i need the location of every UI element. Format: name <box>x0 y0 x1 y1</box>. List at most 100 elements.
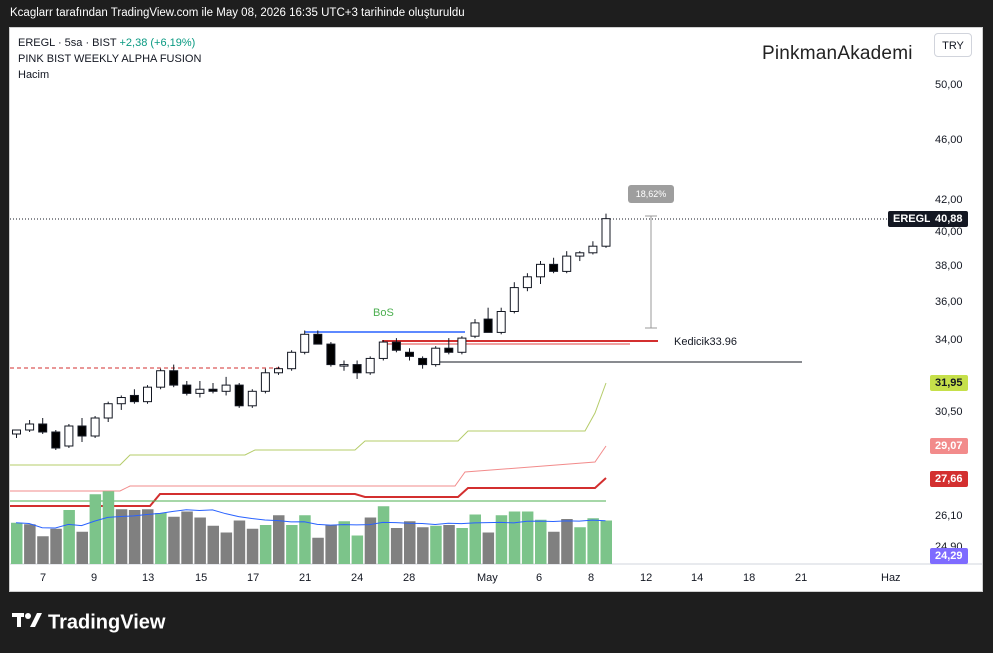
volume-bar <box>246 528 259 564</box>
candle-body <box>12 429 21 435</box>
candle-body <box>444 347 454 353</box>
candle-body <box>51 431 61 449</box>
green-line-tag: 31,95 <box>930 375 968 391</box>
candle-body <box>483 318 493 333</box>
volume-bar <box>338 521 350 564</box>
candle-body <box>234 384 244 407</box>
candle-body <box>156 370 166 388</box>
legend-change: +2,38 (+6,19%) <box>119 37 196 49</box>
time-axis-label: 28 <box>403 572 416 584</box>
volume-bar <box>535 519 547 564</box>
volume-bar <box>299 515 311 564</box>
candle-body <box>64 425 74 447</box>
volume-bar <box>521 511 534 564</box>
volume-bar <box>600 520 612 564</box>
volume-bar <box>404 521 416 564</box>
volume-bar <box>469 514 481 564</box>
candle-body <box>496 311 506 333</box>
pink-indicator-line <box>10 445 607 492</box>
chart-legend: EREGL · 5sa · BIST +2,38 (+6,19%) PINK B… <box>18 35 201 83</box>
volume-bar <box>351 535 364 564</box>
candle-body <box>300 333 310 353</box>
red-indicator-line <box>10 477 607 507</box>
last-price-tag: 40,88 <box>930 211 968 227</box>
volume-bar <box>273 515 285 564</box>
volume-bar <box>89 494 102 564</box>
volume-bar <box>574 527 586 564</box>
price-axis-label: 38,00 <box>935 260 963 272</box>
time-axis-label: 12 <box>640 572 653 584</box>
volume-bar <box>508 511 521 564</box>
candle-body <box>169 370 179 386</box>
legend-symbol[interactable]: EREGL · 5sa · BIST <box>18 37 117 49</box>
candle-body <box>405 351 414 357</box>
candle-body <box>431 347 441 366</box>
candle-body <box>129 394 139 403</box>
candle-body <box>208 388 218 392</box>
time-axis-label: 21 <box>795 572 808 584</box>
candle-body <box>274 368 283 374</box>
measure-label: 18,62% <box>636 189 667 199</box>
legend-volume[interactable]: Hacim <box>18 69 50 81</box>
candle-body <box>509 287 519 313</box>
chart-caption: Kcaglarr tarafından TradingView.com ile … <box>10 7 465 19</box>
volume-bar <box>377 506 390 564</box>
volume-bar <box>194 517 206 564</box>
volume-bar <box>587 518 599 564</box>
time-axis-label: Haz <box>881 572 901 584</box>
time-axis-label: 24 <box>351 572 364 584</box>
candle-body <box>601 218 611 247</box>
candle-body <box>195 388 205 394</box>
candle-body <box>457 337 467 353</box>
candle-body <box>562 255 572 272</box>
candle-body <box>260 372 270 392</box>
volume-bar <box>312 537 324 564</box>
price-axis-label: 40,00 <box>935 226 963 238</box>
symbol-tag: EREGL <box>888 211 936 227</box>
time-axis-label: 8 <box>588 572 595 584</box>
candle-body <box>391 341 401 351</box>
time-axis-label: 17 <box>247 572 260 584</box>
kedicik-label: Kedicik33.96 <box>674 336 737 348</box>
volume-bar <box>417 527 429 564</box>
time-axis-label: 14 <box>691 572 704 584</box>
legend-indicator[interactable]: PINK BIST WEEKLY ALPHA FUSION <box>18 53 202 65</box>
volume-bar <box>456 528 468 564</box>
chart-frame[interactable] <box>9 27 983 592</box>
price-chart[interactable]: BoS Kedicik33.96 18,62% <box>10 28 982 590</box>
candle-body <box>365 357 375 374</box>
price-axis-label: 36,00 <box>935 296 963 308</box>
candle-body <box>536 263 545 278</box>
volume-bar <box>11 522 23 564</box>
time-axis-label: 13 <box>142 572 155 584</box>
volume-bar <box>548 531 560 564</box>
volume-bar <box>155 513 167 564</box>
volume-bar <box>142 509 154 564</box>
volume-bar <box>76 531 88 564</box>
price-axis-label: 26,10 <box>935 510 963 522</box>
candle-body <box>352 364 362 374</box>
volume-bar <box>495 515 508 564</box>
red-line-tag: 27,66 <box>930 471 968 487</box>
candle-body <box>418 357 428 366</box>
time-axis-label: 21 <box>299 572 312 584</box>
pink-line-tag: 29,07 <box>930 438 968 454</box>
volume-bar <box>482 532 495 564</box>
volume-bar <box>128 510 141 564</box>
volume-bar <box>168 516 180 564</box>
volume-bar <box>390 528 403 564</box>
volume-bar <box>233 520 246 564</box>
price-axis-label: 30,50 <box>935 406 963 418</box>
measure-badge <box>628 185 674 203</box>
volume-bar <box>561 519 573 564</box>
currency-button[interactable]: TRY <box>934 33 972 57</box>
candle-body <box>221 384 231 392</box>
bos-label: BoS <box>373 307 394 319</box>
volume-bar <box>207 525 219 564</box>
time-axis-label: 9 <box>91 572 98 584</box>
volume-bar <box>325 525 337 564</box>
volume-bar <box>259 525 272 564</box>
tradingview-logo[interactable]: TradingView <box>12 611 165 635</box>
candle-body <box>575 252 585 257</box>
candle-body <box>313 333 323 345</box>
